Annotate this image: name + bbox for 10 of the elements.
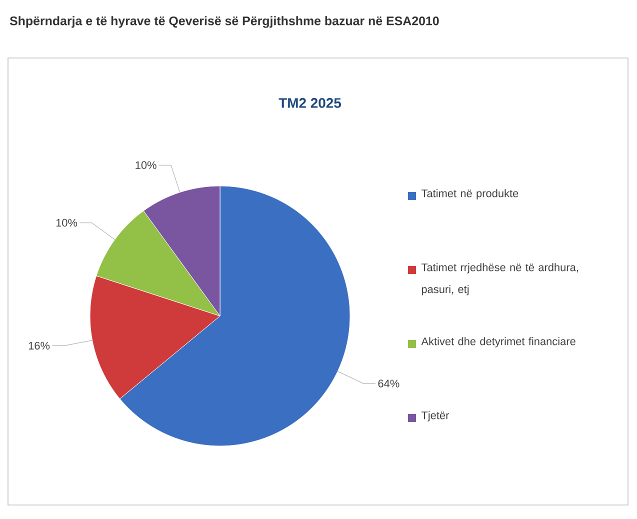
chart-title: Shpërndarja e të hyrave të Qeverisë së Përgjithshme bazuar në ESA2010 <box>10 16 439 28</box>
legend-label: Tatimet në produkte <box>421 189 518 200</box>
legend-label: Tjetër <box>421 411 450 422</box>
data-label: 64% <box>378 380 400 388</box>
data-label: 16% <box>28 342 50 350</box>
chart-subtitle: TM2 2025 <box>278 98 342 108</box>
data-label: 10% <box>136 161 156 170</box>
data-label: 10% <box>56 218 78 227</box>
legend-label: Tatimet rrjedhëse në të ardhura, pasuri, etj <box>421 263 578 296</box>
legend-label: Aktivet dhe detyrimet financiare <box>421 337 576 348</box>
